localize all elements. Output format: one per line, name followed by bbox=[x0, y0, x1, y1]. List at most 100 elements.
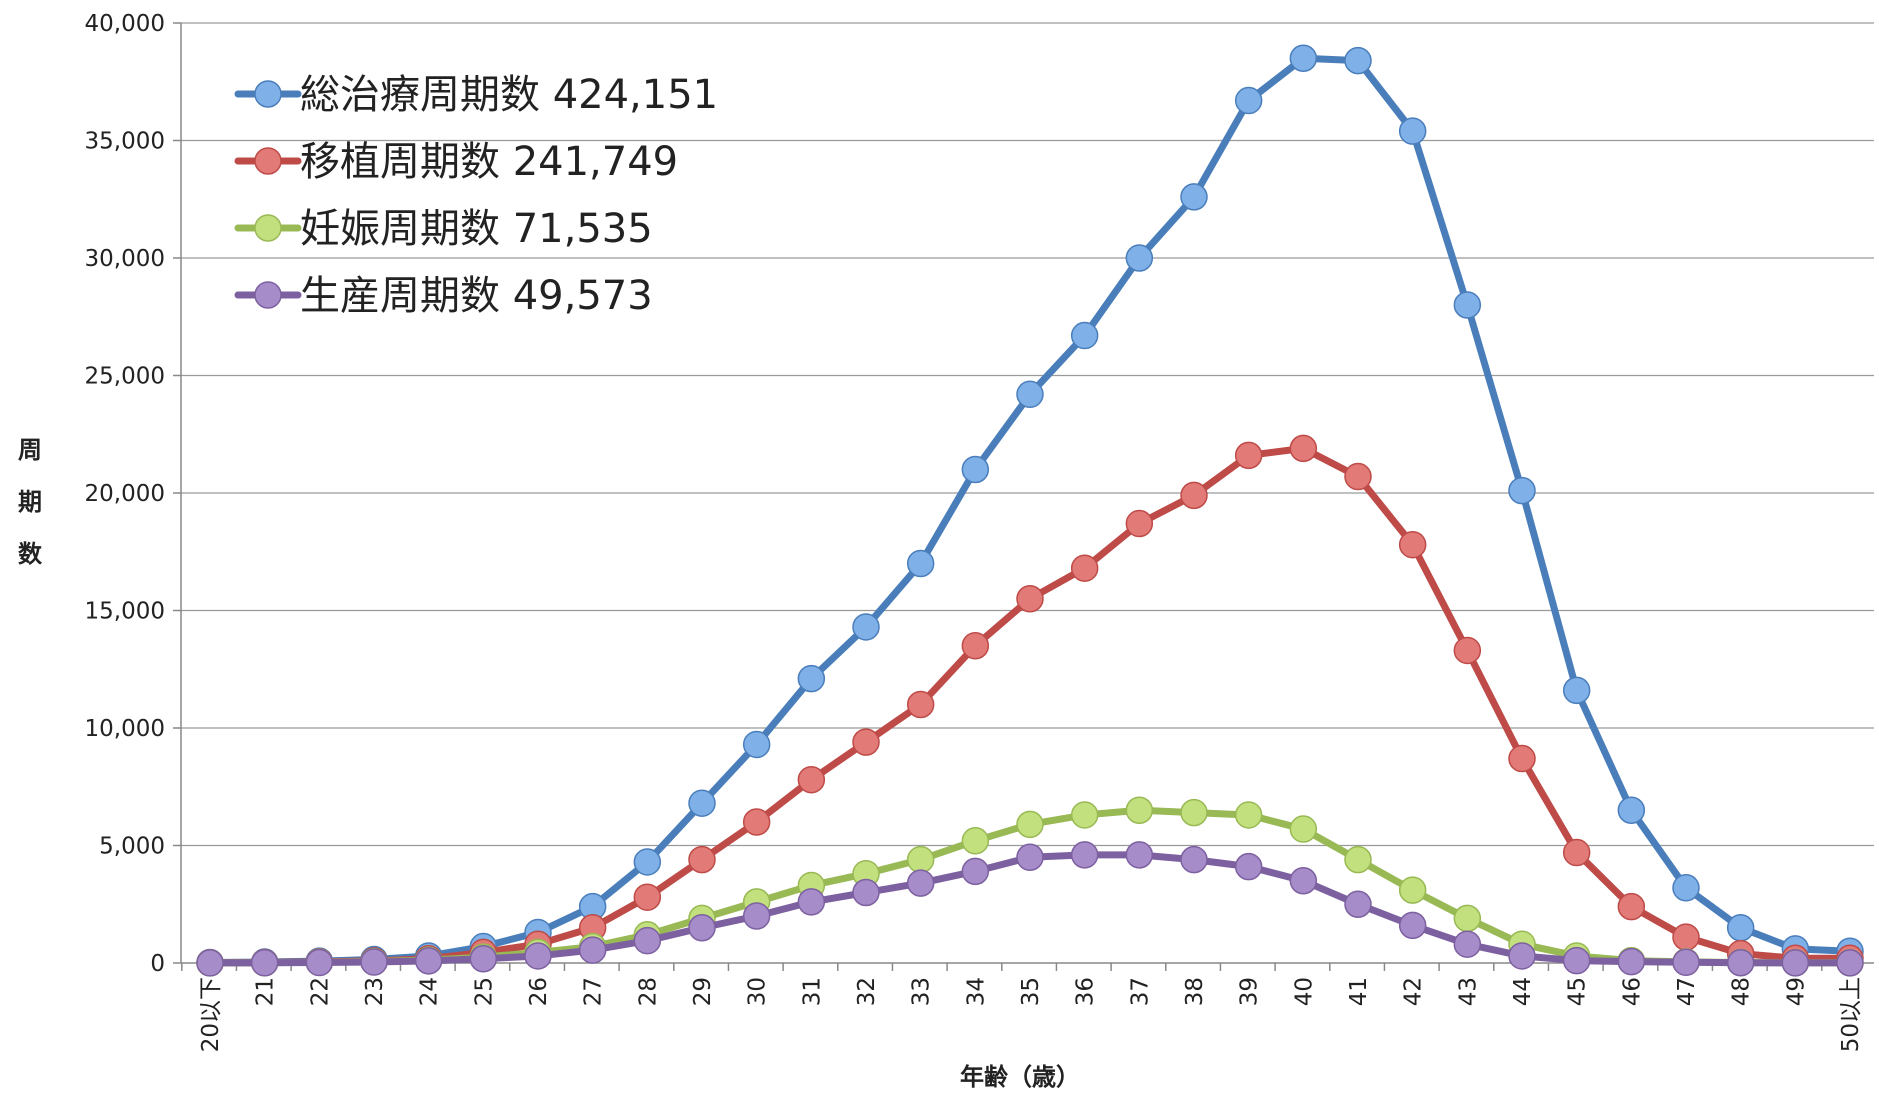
data-point bbox=[1289, 867, 1318, 895]
data-point bbox=[906, 549, 935, 578]
legend-marker bbox=[254, 214, 282, 242]
data-point bbox=[906, 869, 935, 897]
y-tick-label: 30,000 bbox=[85, 246, 165, 272]
x-tick-label: 44 bbox=[1510, 977, 1536, 1006]
data-point bbox=[1070, 554, 1099, 582]
y-axis-title: 周期数 bbox=[18, 436, 43, 568]
y-tick-label: 25,000 bbox=[85, 364, 165, 390]
legend-marker bbox=[254, 80, 282, 108]
x-tick-label: 45 bbox=[1565, 977, 1591, 1006]
legend-item: 妊娠周期数 71,535 bbox=[234, 206, 653, 252]
series-2 bbox=[196, 434, 1864, 977]
data-point bbox=[742, 808, 771, 836]
data-point bbox=[688, 789, 716, 817]
data-point bbox=[1508, 942, 1536, 970]
data-point bbox=[1398, 876, 1427, 904]
data-point bbox=[1453, 930, 1482, 958]
data-point bbox=[1726, 949, 1755, 977]
data-point bbox=[1453, 291, 1482, 319]
data-point bbox=[250, 949, 279, 977]
x-tick-label: 33 bbox=[909, 977, 935, 1006]
data-point bbox=[1617, 796, 1646, 824]
data-point bbox=[633, 926, 662, 955]
data-point bbox=[1234, 852, 1263, 881]
y-axis-tick-labels: 0 5,000 10,000 15,000 20,000 25,000 30,000 35,0… bbox=[85, 11, 165, 977]
data-point bbox=[961, 455, 990, 484]
series-line bbox=[206, 851, 1854, 967]
x-axis-tick-labels: 20以下 21 22 23 24 25 26 27 28 29 30 31 32 33 34 35 36 37 38… bbox=[181, 963, 1864, 1052]
x-tick-label: 35 bbox=[1018, 977, 1044, 1006]
y-tick-label: 0 bbox=[150, 951, 165, 977]
data-point bbox=[414, 947, 443, 975]
data-point bbox=[1398, 117, 1427, 145]
data-point bbox=[1344, 462, 1372, 491]
legend-item: 生産周期数 49,573 bbox=[234, 273, 653, 319]
data-point bbox=[852, 728, 880, 756]
data-point bbox=[1617, 947, 1646, 976]
x-tick-label: 23 bbox=[362, 977, 388, 1006]
data-point bbox=[797, 664, 826, 693]
data-point bbox=[797, 765, 826, 794]
x-tick-label: 42 bbox=[1401, 977, 1427, 1006]
data-point bbox=[1125, 841, 1154, 869]
x-tick-label: 25 bbox=[471, 977, 497, 1006]
data-point bbox=[1726, 914, 1755, 942]
data-point bbox=[1070, 841, 1099, 869]
legend-marker bbox=[254, 147, 282, 175]
x-axis-title: 年齢（歳） bbox=[960, 1063, 1080, 1091]
legend-marker bbox=[254, 281, 282, 309]
data-point bbox=[1508, 744, 1536, 773]
x-tick-label: 37 bbox=[1127, 977, 1153, 1006]
data-point bbox=[1781, 949, 1810, 977]
data-point bbox=[852, 613, 880, 641]
x-tick-label: 46 bbox=[1619, 977, 1645, 1006]
data-point bbox=[1508, 476, 1536, 505]
data-point bbox=[1070, 801, 1099, 829]
x-tick-label: 31 bbox=[799, 977, 825, 1006]
data-point bbox=[1016, 380, 1044, 409]
data-point bbox=[1289, 44, 1318, 72]
data-point bbox=[1016, 843, 1044, 871]
data-point bbox=[1562, 676, 1591, 705]
data-point bbox=[1234, 441, 1263, 470]
legend-item: 移植周期数 241,749 bbox=[234, 139, 678, 185]
series-4 bbox=[196, 841, 1864, 977]
x-tick-label: 36 bbox=[1073, 977, 1099, 1006]
legend: 総治療周期数 424,151 移植周期数 241,749 妊娠周期数 71,535 生… bbox=[234, 72, 718, 319]
data-point bbox=[1398, 530, 1427, 559]
data-point bbox=[852, 878, 880, 907]
x-tick-label: 32 bbox=[854, 977, 880, 1006]
y-tick-label: 40,000 bbox=[85, 11, 165, 37]
data-point bbox=[1180, 183, 1208, 211]
y-tick-label: 20,000 bbox=[85, 481, 165, 507]
x-tick-label: 29 bbox=[690, 977, 716, 1006]
data-point bbox=[1617, 892, 1646, 921]
x-tick-label: 50以上 bbox=[1838, 977, 1864, 1052]
x-tick-label: 48 bbox=[1729, 977, 1755, 1006]
data-point bbox=[1180, 481, 1208, 510]
data-point bbox=[1344, 890, 1372, 918]
data-point bbox=[1234, 86, 1263, 115]
x-tick-label: 28 bbox=[635, 977, 661, 1006]
x-tick-label: 26 bbox=[526, 977, 552, 1006]
data-point bbox=[1234, 801, 1263, 829]
data-point bbox=[1344, 845, 1372, 874]
data-point bbox=[1180, 798, 1208, 827]
x-tick-label: 27 bbox=[581, 977, 607, 1006]
x-tick-label: 38 bbox=[1182, 977, 1208, 1006]
x-tick-label: 47 bbox=[1674, 977, 1700, 1006]
x-tick-label: 43 bbox=[1455, 977, 1481, 1006]
data-point bbox=[524, 942, 552, 970]
y-tick-label: 10,000 bbox=[85, 716, 165, 742]
data-point bbox=[305, 948, 334, 977]
data-point bbox=[1125, 509, 1154, 538]
x-tick-label: 20以下 bbox=[198, 977, 224, 1052]
data-point bbox=[1070, 321, 1099, 350]
legend-label: 生産周期数 49,573 bbox=[300, 273, 653, 319]
x-tick-label: 34 bbox=[963, 977, 989, 1006]
data-point bbox=[1289, 434, 1318, 463]
data-point bbox=[1016, 585, 1044, 613]
data-point bbox=[906, 845, 935, 874]
data-point bbox=[1672, 948, 1700, 977]
